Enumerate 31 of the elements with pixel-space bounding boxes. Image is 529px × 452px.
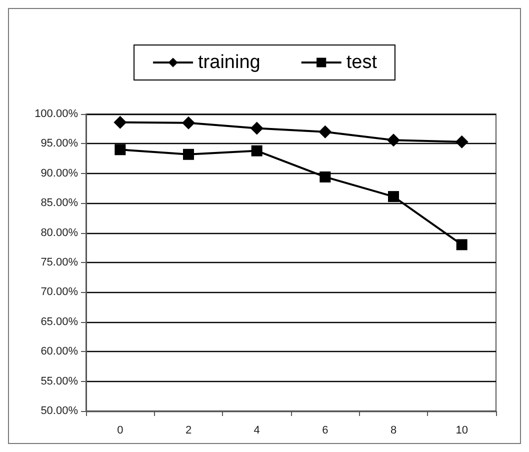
legend-label: test [346,52,378,73]
x-tick-label: 6 [322,424,328,436]
point [388,191,399,202]
point [182,116,195,130]
y-tick-label: 75.00% [40,256,78,268]
point [250,122,264,135]
y-tick-label: 60.00% [40,346,78,358]
point [455,135,468,148]
x-tick-label: 8 [390,424,397,436]
y-tick-label: 100.00% [34,108,78,120]
y-tick-label: 80.00% [40,226,78,239]
point [387,134,400,147]
x-tick-label: 10 [456,424,468,436]
point [320,171,331,182]
x-tick-label: 4 [254,424,260,436]
point [183,148,194,160]
point [456,239,468,250]
point [114,144,126,156]
y-tick-label: 90.00% [40,167,78,180]
point [114,116,127,129]
y-tick-label: 65.00% [40,316,78,328]
y-tick-label: 85.00% [40,197,78,210]
x-tick-label: 2 [185,424,192,436]
legend-label: training [198,52,260,73]
y-tick-label: 95.00% [40,138,78,150]
x-tick-label: 0 [117,424,124,436]
y-tick-label: 50.00% [40,405,78,417]
y-tick-label: 55.00% [40,375,78,388]
point [251,145,262,156]
point [318,125,332,138]
y-tick-label: 70.00% [40,286,78,298]
